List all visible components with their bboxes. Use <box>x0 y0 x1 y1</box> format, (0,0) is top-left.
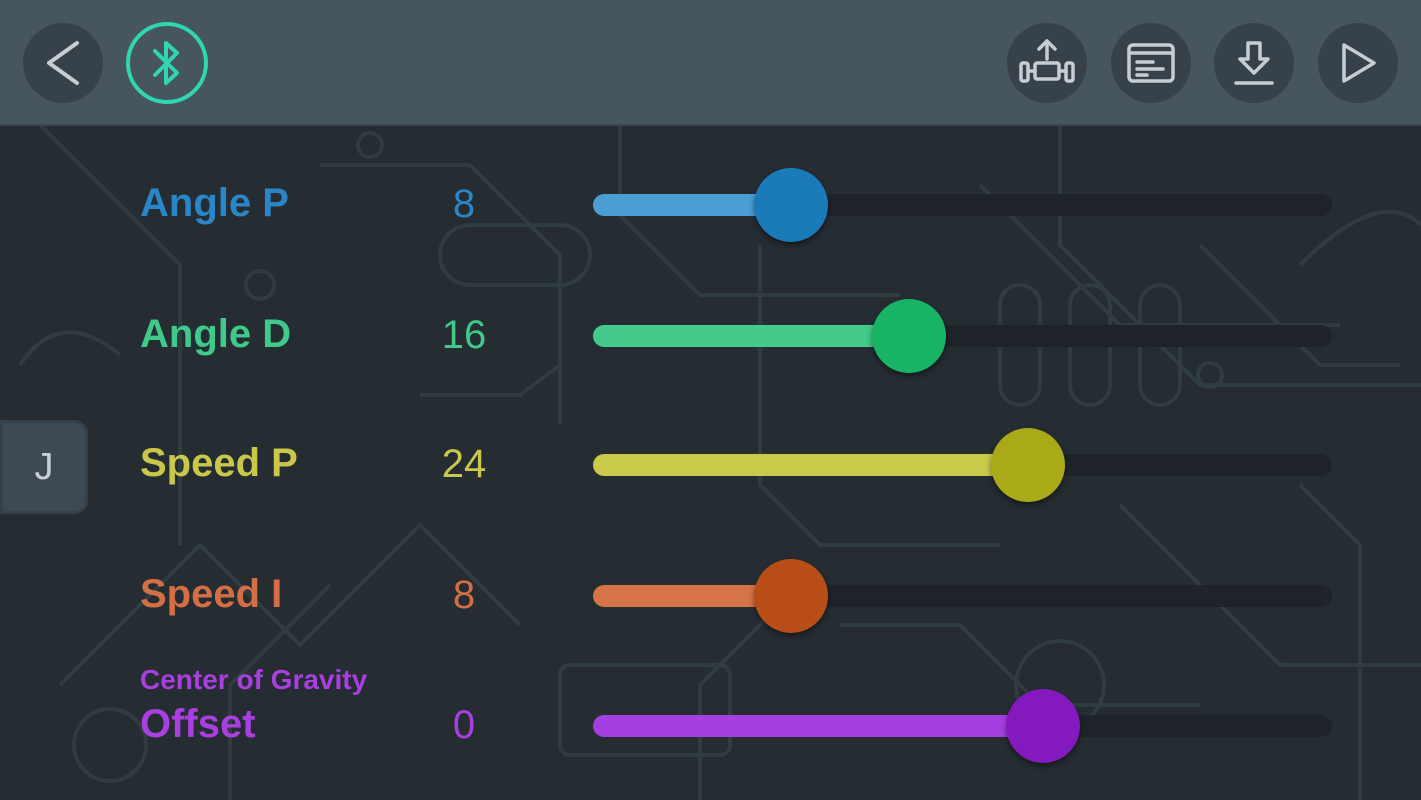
slider-angle_p-fill <box>593 194 791 216</box>
robot-upload-icon <box>1019 39 1075 83</box>
back-button[interactable] <box>23 23 103 103</box>
bluetooth-button[interactable] <box>126 22 208 104</box>
slider-speed_i-value: 8 <box>452 573 476 617</box>
slider-speed_i-label: Speed I <box>140 572 283 616</box>
slider-speed_p-value: 24 <box>441 442 487 486</box>
bluetooth-icon <box>153 41 179 85</box>
slider-angle_p-value: 8 <box>452 182 476 226</box>
slider-speed_p-track[interactable] <box>593 428 1332 502</box>
slider-angle_p-track[interactable] <box>593 168 1332 242</box>
download-button[interactable] <box>1214 23 1294 103</box>
console-card-icon <box>1127 43 1175 83</box>
play-icon <box>1342 43 1376 83</box>
slider-speed_p-thumb[interactable] <box>991 428 1065 502</box>
slider-angle_d-track[interactable] <box>593 299 1332 373</box>
slider-speed_i-fill <box>593 585 791 607</box>
slider-angle_d-value: 16 <box>441 313 487 357</box>
slider-offset-sublabel: Center of Gravity <box>140 664 368 695</box>
slider-speed_p-label: Speed P <box>140 441 298 485</box>
slider-speed_i-track[interactable] <box>593 559 1332 633</box>
slider-offset-value: 0 <box>452 703 476 747</box>
slider-offset-fill <box>593 715 1043 737</box>
slider-angle_p-label: Angle P <box>140 181 289 225</box>
slider-speed_p-fill <box>593 454 1028 476</box>
slider-angle_d-fill <box>593 325 909 347</box>
robot-upload-button[interactable] <box>1007 23 1087 103</box>
slider-offset-track[interactable] <box>593 689 1332 763</box>
console-button[interactable] <box>1111 23 1191 103</box>
slider-offset-label: Offset <box>140 702 256 746</box>
top-toolbar <box>0 0 1421 126</box>
slider-angle_p-thumb[interactable] <box>754 168 828 242</box>
slider-angle_d-label: Angle D <box>140 312 292 356</box>
side-tab-label: J <box>34 445 54 488</box>
chevron-left-icon <box>47 41 79 85</box>
slider-offset-thumb[interactable] <box>1006 689 1080 763</box>
side-drawer-tab[interactable]: J <box>0 420 88 514</box>
download-icon <box>1234 41 1274 85</box>
play-button[interactable] <box>1318 23 1398 103</box>
slider-speed_i-thumb[interactable] <box>754 559 828 633</box>
slider-angle_d-thumb[interactable] <box>872 299 946 373</box>
